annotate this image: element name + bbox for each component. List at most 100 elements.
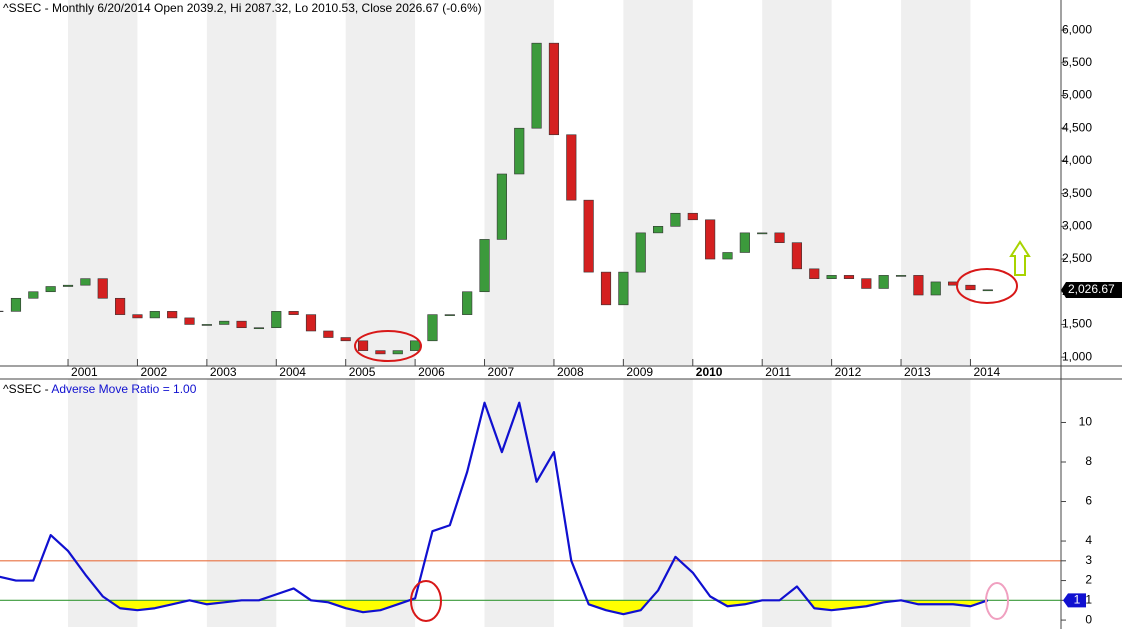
year-band	[484, 0, 554, 365]
candle	[982, 289, 993, 292]
candle	[62, 284, 74, 287]
candle	[444, 314, 455, 316]
year-band	[345, 0, 416, 365]
candle	[566, 134, 577, 201]
y-tick-label: 1,000	[1062, 349, 1092, 363]
x-tick-label: 2011	[765, 365, 791, 379]
candle	[531, 42, 542, 129]
x-tick-label: 2004	[279, 365, 306, 379]
candle	[149, 311, 160, 319]
price-title: ^SSEC - Monthly 6/20/2014 Open 2039.2, H…	[3, 1, 482, 15]
y-tick-label: 4,000	[1062, 153, 1092, 167]
year-band	[345, 379, 416, 627]
y-tick-label: 1	[1085, 592, 1092, 606]
highlight-ellipse	[410, 580, 442, 622]
x-tick-label: 2003	[210, 365, 237, 379]
candle	[548, 42, 560, 136]
indicator-title: ^SSEC - Adverse Move Ratio = 1.00	[3, 382, 197, 396]
y-tick-label: 6,000	[1062, 22, 1092, 36]
x-tick-label: 2014	[973, 365, 1000, 379]
x-tick-label: 2005	[349, 365, 376, 379]
candle	[305, 314, 317, 332]
candle	[965, 284, 976, 291]
candle	[653, 226, 664, 234]
year-band	[68, 0, 138, 365]
y-tick-label: 8	[1085, 454, 1092, 468]
y-tick-label: 5,000	[1062, 88, 1092, 102]
year-band	[206, 379, 277, 627]
y-tick-label: 3	[1085, 553, 1092, 567]
indicator-line	[0, 401, 989, 616]
candle	[115, 297, 126, 315]
y-tick-label: 4	[1085, 533, 1092, 547]
y-tick-label: 0	[1085, 612, 1092, 626]
year-band	[901, 379, 971, 627]
candle	[705, 219, 716, 260]
candle	[496, 173, 507, 240]
candle	[375, 350, 386, 355]
candle	[722, 252, 733, 260]
candle	[45, 286, 56, 293]
year-band	[206, 0, 277, 365]
x-tick-label: 2009	[626, 365, 653, 379]
candle	[913, 275, 924, 296]
candle	[357, 340, 369, 351]
x-tick-label: 2008	[557, 365, 584, 379]
year-band	[901, 0, 971, 365]
year-band	[762, 0, 832, 365]
candle	[410, 340, 421, 351]
candle	[201, 324, 212, 326]
last-price-box	[1061, 281, 1122, 298]
candle	[167, 311, 178, 319]
candle	[323, 330, 334, 338]
last-value-label: 1	[1074, 592, 1081, 606]
candle	[340, 337, 351, 342]
y-tick-label: 2,500	[1062, 251, 1092, 265]
candle	[774, 232, 785, 243]
candle	[843, 275, 855, 279]
candle	[28, 291, 39, 299]
year-band	[623, 0, 693, 365]
y-tick-label: 2	[1085, 573, 1092, 587]
year-band	[484, 379, 554, 627]
candle	[80, 278, 91, 286]
candle	[791, 242, 802, 270]
candle	[10, 297, 22, 312]
last-value-box	[1063, 593, 1086, 608]
x-tick-label: 2006	[418, 365, 445, 379]
highlight-ellipse	[956, 268, 1018, 304]
candle	[514, 127, 525, 175]
candle	[635, 232, 646, 273]
x-tick-label: 2001	[71, 365, 98, 379]
x-tick-label: 2012	[835, 365, 862, 379]
highlight-ellipse	[354, 330, 422, 362]
candle	[132, 314, 143, 319]
candle	[687, 212, 698, 221]
candle	[479, 239, 490, 293]
candle	[253, 327, 264, 330]
candle	[236, 320, 247, 329]
candle	[600, 271, 612, 306]
candle	[809, 268, 820, 279]
candle	[184, 317, 195, 325]
x-tick-label: 2002	[140, 365, 167, 379]
candle	[583, 199, 594, 273]
candle	[757, 232, 768, 235]
candle	[97, 278, 108, 299]
x-tick-label: 2013	[904, 365, 931, 379]
x-tick-label: 2010	[696, 365, 723, 379]
year-band	[762, 379, 832, 627]
candle	[288, 311, 299, 315]
x-tick-label: 2007	[488, 365, 515, 379]
candle	[219, 320, 230, 325]
y-tick-label: 1,500	[1062, 317, 1092, 331]
y-tick-label: 10	[1079, 415, 1093, 429]
candle	[861, 278, 872, 289]
candle	[392, 350, 403, 355]
candle	[670, 212, 681, 227]
indicator-symbol: ^SSEC -	[3, 382, 51, 396]
candle	[618, 271, 629, 306]
indicator-name: Adverse Move Ratio = 1.00	[51, 382, 196, 396]
